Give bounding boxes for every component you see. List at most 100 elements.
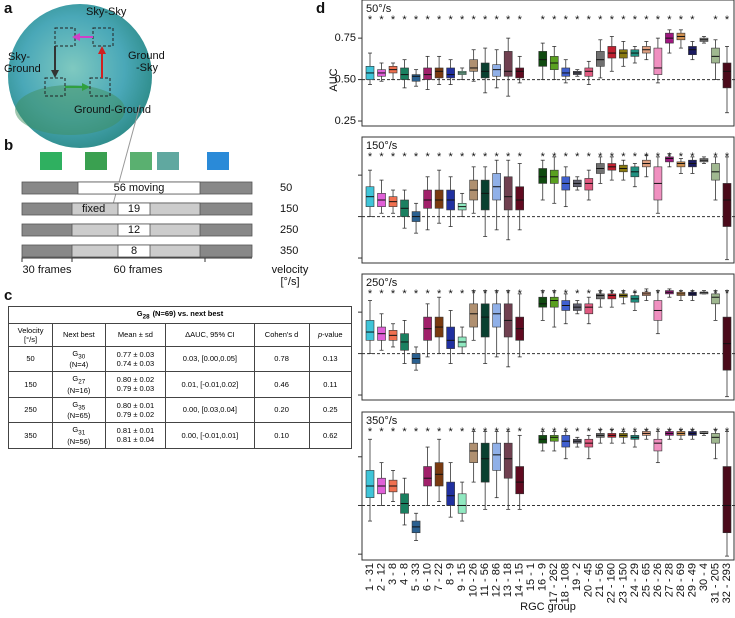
significance-marker: * [725,14,730,26]
significance-marker: * [460,151,465,163]
cell: 0.46 [253,371,310,398]
mean: 0.74 ± 0.03 [116,358,155,368]
significance-marker: * [483,14,488,26]
x-tick-label: 16 - 9 [537,563,549,591]
title-text: (N=69) vs. next best [152,309,224,318]
x-tick-label: 1 - 31 [364,563,376,591]
arrowhead [72,33,80,41]
significance-marker: * [368,151,373,163]
significance-marker: * [414,426,419,438]
mean: 0.79 ± 0.02 [116,409,155,419]
significance-marker: * [564,151,569,163]
significance-marker: * [495,14,500,26]
y-tick-label: 0.25 [335,115,356,127]
significance-marker: * [472,151,477,163]
significance-marker: * [448,288,453,300]
box [538,296,548,308]
y-axis-label: AUC [328,68,340,91]
next-best: G30 [55,349,102,361]
panel-frame [361,0,735,127]
header-line: Velocity [17,325,44,335]
x-tick-label: 14 - 15 [514,563,526,597]
box [457,493,467,514]
x-tick-label: 32 - 293 [721,563,733,603]
significance-marker: * [425,151,430,163]
x-tick-label: 9 - 15 [456,563,468,591]
significance-marker: * [690,14,695,26]
x-tick-label: 2 - 12 [375,563,387,591]
x-tick-label: 30 - 4 [698,563,710,591]
cell: 250 [7,396,54,423]
x-tick-label: 15 - 1 [525,563,537,591]
box [596,51,605,67]
significance-marker: * [448,151,453,163]
x-tick-label: 22 - 160 [606,563,618,603]
significance-marker: * [667,14,672,26]
panel-frame [361,273,735,401]
cell: 350 [7,422,54,449]
significance-marker: * [414,151,419,163]
x-tick-label: 25 - 65 [640,563,652,597]
cell: 0.25 [308,396,353,423]
box [365,470,375,498]
bracket [21,257,252,262]
box [469,303,478,328]
box [607,46,617,59]
header-cell: ΔAUC, 95% CI [165,322,255,347]
cell: 0.81 ± 0.01 0.81 ± 0.04 [104,422,167,449]
panel-frame [361,136,735,264]
x-tick-label: 18 - 108 [560,563,572,603]
significance-marker: * [460,426,465,438]
x-tick-label: 24 - 29 [629,563,641,597]
header-row: Velocity [°/s] Next best Mean ± sd ΔAUC, 95%… [7,322,353,347]
significance-marker: * [379,288,384,300]
bar-label: 12 [128,224,140,236]
cell: 0.77 ± 0.03 0.74 ± 0.03 [104,345,167,372]
box [469,59,478,72]
cell: 0.78 [253,345,310,372]
significance-marker: * [679,151,684,163]
box [711,293,720,305]
x-tick-label: 12 - 86 [491,563,503,597]
significance-marker: * [402,151,407,163]
header-text: -value [322,330,343,339]
box [538,168,548,184]
next-best-n: (N=65) [67,411,91,420]
significance-marker: * [679,14,684,26]
table-row: 250 G35 (N=65) 0.80 ± 0.01 0.79 ± 0.02 0.00, … [7,396,353,423]
significance-marker: * [575,426,580,438]
significance-marker: * [621,151,626,163]
g: G [72,348,79,358]
box [549,435,559,442]
arrowhead [98,46,106,54]
significance-marker: * [587,426,592,438]
significance-marker: * [472,14,477,26]
next-best: G35 [55,400,102,412]
panel-title: 250°/s [366,277,398,289]
significance-marker: * [575,288,580,300]
table-row: 50 G30 (N=4) 0.77 ± 0.03 0.74 ± 0.03 0.03, [0… [7,345,353,372]
box [503,51,513,77]
box [596,293,605,300]
y-tick-label: 0.50 [335,73,356,85]
x-tick-label: 7 - 22 [433,563,445,591]
box [619,49,628,59]
x-tick-label: 31 - 205 [709,563,721,603]
significance-marker: * [518,14,523,26]
significance-marker: * [460,14,465,26]
box [676,161,686,168]
title-g: G [136,309,143,318]
box [722,466,732,534]
significance-marker: * [391,288,396,300]
panel-label: c [4,287,12,304]
box [653,47,663,75]
significance-marker: * [448,14,453,26]
x-tick-label: 8 - 9 [445,563,457,585]
x-tick-label: 23 - 150 [617,563,629,603]
significance-marker: * [506,151,511,163]
box [722,183,732,227]
cell: G35 (N=65) [52,396,106,423]
x-tick-label: 10 - 26 [468,563,480,597]
significance-marker: * [391,151,396,163]
